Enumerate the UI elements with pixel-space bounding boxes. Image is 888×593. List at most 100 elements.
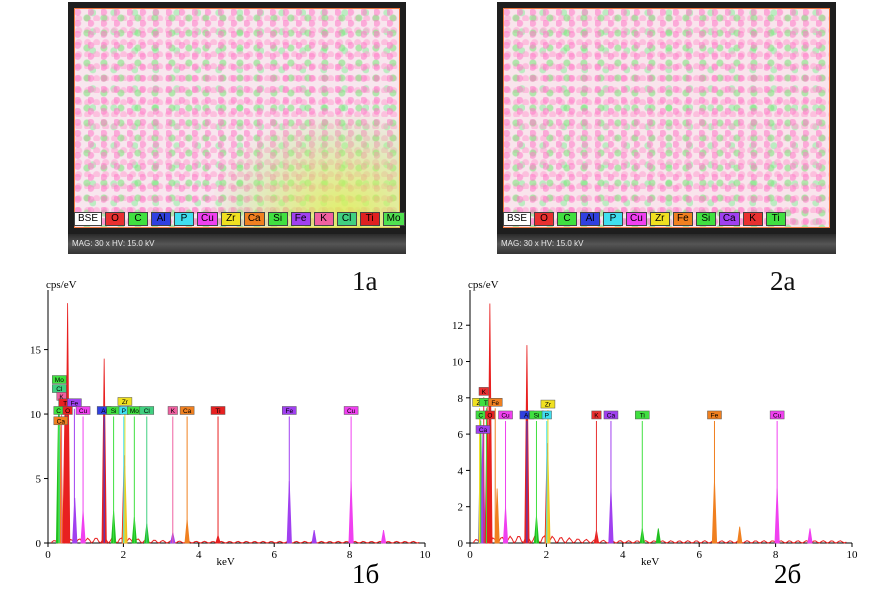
map-image: [503, 8, 830, 228]
spectrum-chart-2b: cps/eV0246810120246810keVKZrTiFeCOCuCaAl…: [452, 279, 859, 589]
element-tag-bg: [179, 406, 195, 415]
element-tag-bg: [498, 410, 513, 420]
x-tick-label: 2: [121, 549, 127, 561]
element-tag-label: Fe: [71, 400, 79, 407]
element-tag-label: Zr: [545, 402, 552, 409]
element-marker-c: C: [475, 410, 486, 420]
spectrum-peak: [494, 488, 500, 544]
element-tag-label: Cu: [79, 408, 88, 415]
y-tick-label: 15: [30, 345, 42, 357]
element-marker-mo: Mo: [52, 375, 67, 384]
element-marker-ca: Ca: [603, 410, 619, 420]
legend-item-cu: Cu: [197, 212, 218, 226]
element-marker-zr: Zr: [540, 399, 556, 409]
element-marker-k: K: [167, 406, 178, 415]
element-marker-cl: Cl: [52, 384, 67, 393]
element-tag-bg: [343, 406, 359, 415]
legend-item-cu: Cu: [626, 212, 647, 226]
spectrum-peak: [311, 530, 317, 544]
element-tag-label: K: [594, 413, 599, 420]
legend-item-mo: Mo: [382, 212, 405, 226]
legend-item-al: Al: [151, 212, 172, 226]
element-marker-ca: Ca: [179, 406, 195, 415]
element-tag-label: Si: [111, 408, 117, 415]
spectrum-peak: [807, 528, 813, 544]
element-marker-ti: Ti: [635, 410, 650, 420]
legend-item-bse: BSE: [503, 212, 532, 226]
element-tag-bg: [167, 406, 178, 415]
element-tag-bg: [635, 410, 650, 420]
element-marker-fe: Fe: [707, 410, 722, 420]
x-tick-label: 6: [271, 549, 277, 561]
element-tag-bg: [67, 398, 82, 407]
spectrum-peak: [655, 528, 661, 544]
element-marker-si: Si: [529, 410, 544, 420]
element-tag-label: O: [65, 408, 70, 415]
spectrum-baseline: [51, 536, 420, 544]
x-tick-label: 8: [347, 549, 353, 561]
element-tag-label: C: [56, 408, 61, 415]
element-tag-bg: [62, 406, 73, 415]
legend-item-c: C: [128, 212, 149, 226]
element-marker-ca: Ca: [475, 425, 491, 434]
element-marker-si: Si: [106, 406, 121, 415]
element-tag-label: Cu: [773, 413, 782, 420]
x-tick-label: 0: [45, 549, 51, 561]
element-tag-label: Ca: [607, 413, 616, 420]
element-tag-label: Fe: [285, 408, 293, 415]
panel-label: 2б: [774, 559, 801, 589]
element-marker-cu: Cu: [769, 410, 785, 420]
element-tag-bg: [139, 406, 155, 415]
map-footer: MAG: 30 x HV: 15.0 kV: [68, 234, 406, 254]
y-tick-label: 4: [458, 465, 464, 477]
x-tick-label: 0: [467, 549, 473, 561]
element-tag-label: Ti: [484, 400, 489, 407]
legend-item-si: Si: [267, 212, 288, 226]
element-tag-bg: [769, 410, 785, 420]
y-tick-label: 0: [458, 538, 464, 550]
y-tick-label: 12: [452, 320, 463, 332]
element-tag-label: Al: [524, 413, 530, 420]
spectrum-peak: [737, 526, 743, 544]
element-tag-label: C: [478, 413, 483, 420]
element-marker-cu: Cu: [498, 410, 513, 420]
elemental-map-1a: BSE O C Al P Cu Zr Ca Si Fe K Cl Ti Mo MAG: 30 x HV: …: [68, 2, 406, 254]
element-tag-label: Ti: [63, 400, 68, 407]
x-tick-label: 8: [773, 549, 779, 561]
legend-item-fe: Fe: [672, 212, 693, 226]
element-tag-bg: [487, 398, 503, 407]
element-tag-label: Cl: [144, 408, 151, 415]
legend-item-k: K: [313, 212, 334, 226]
legend-item-si: Si: [695, 212, 716, 226]
element-tag-label: Al: [101, 408, 107, 415]
map-legend: BSE O C Al P Cu Zr Ca Si Fe K Cl Ti Mo: [74, 212, 405, 226]
panel-label: 1б: [352, 559, 379, 589]
legend-item-zr: Zr: [649, 212, 670, 226]
x-tick-label: 10: [420, 549, 432, 561]
map-green-region: [214, 114, 400, 228]
element-marker-ti: Ti: [210, 406, 226, 415]
element-tag-label: Zr: [122, 399, 129, 406]
legend-item-o: O: [105, 212, 126, 226]
element-marker-fe: Fe: [282, 406, 297, 415]
y-tick-label: 10: [30, 409, 42, 421]
element-tag-bg: [484, 410, 495, 420]
element-marker-cu: Cu: [343, 406, 359, 415]
x-tick-label: 4: [196, 549, 202, 561]
legend-item-p: P: [174, 212, 195, 226]
element-marker-p: P: [541, 410, 552, 420]
y-axis-label: cps/eV: [46, 279, 77, 291]
map-legend: BSE O C Al P Cu Zr Fe Si Ca K Ti: [503, 212, 786, 226]
y-tick-label: 10: [452, 357, 464, 369]
legend-item-ca: Ca: [718, 212, 740, 226]
legend-item-cl: Cl: [336, 212, 357, 226]
y-tick-label: 0: [36, 538, 42, 550]
y-tick-label: 6: [458, 429, 464, 441]
element-tag-label: Ca: [57, 418, 66, 425]
element-tag-label: Fe: [491, 400, 499, 407]
x-tick-label: 10: [847, 549, 859, 561]
panel-label-1a: 1а: [352, 266, 378, 296]
element-tag-bg: [210, 406, 226, 415]
element-tag-label: K: [171, 408, 176, 415]
element-tag-bg: [707, 410, 722, 420]
